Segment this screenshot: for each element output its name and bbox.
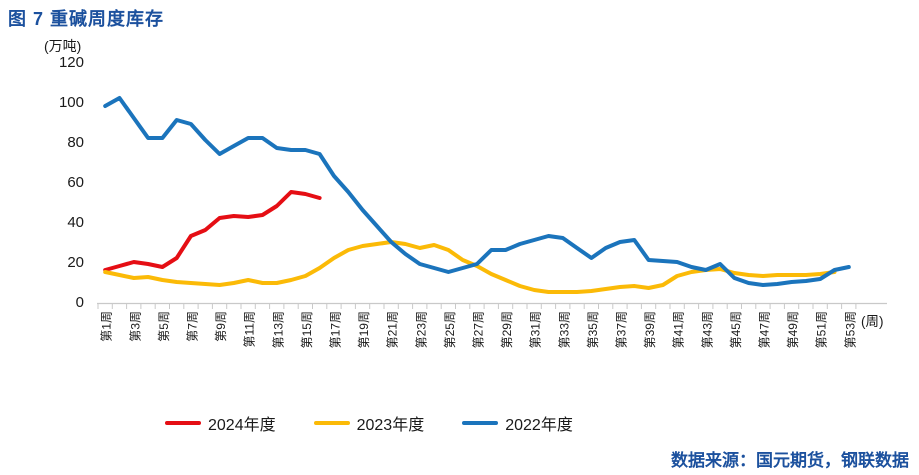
y-axis-tick-label: 0 (76, 294, 84, 311)
x-axis-tick-label: 第31周 (529, 311, 543, 348)
x-axis-tick-label: 第37周 (614, 311, 628, 348)
legend-label-2023: 2023年度 (356, 417, 425, 434)
legend-item-2023: 2023年度 (313, 411, 425, 435)
chart-legend: 2024年度 2023年度 2022年度 (165, 411, 573, 435)
x-axis-tick-label: 第41周 (672, 311, 686, 348)
y-axis-tick-label: 60 (67, 174, 84, 191)
x-axis-tick-label: 第5周 (157, 311, 171, 342)
x-axis-tick-label: 第9周 (214, 311, 228, 342)
x-axis-tick-label: 第43周 (700, 311, 714, 348)
x-axis-tick-label: 第47周 (757, 311, 771, 348)
y-axis-tick-label: 100 (59, 94, 84, 111)
legend-item-2022: 2022年度 (462, 411, 573, 435)
x-axis-tick-label: 第21周 (386, 311, 400, 348)
series-line-2023 (103, 240, 837, 294)
legend-swatch-2024 (165, 421, 201, 425)
x-axis-tick-label: 第27周 (471, 311, 485, 348)
x-axis-tick-label: 第17周 (328, 311, 342, 348)
data-source-note: 数据来源：国元期货，钢联数据 (671, 451, 909, 470)
x-axis-tick-label: 第39周 (643, 311, 657, 348)
x-axis-tick-label: 第7周 (185, 311, 199, 342)
x-axis-tick-label: 第13周 (271, 311, 285, 348)
x-axis-tick-label: 第51周 (815, 311, 829, 348)
x-axis-tick-label: 第11周 (243, 311, 257, 347)
inventory-line-chart: 0 20 40 60 80 100 120 第1周 第3周 第5周 第7周 第9周 第11周 第13周 第1… (59, 54, 887, 348)
legend-label-2024: 2024年度 (208, 417, 276, 434)
y-axis-tick-label: 80 (67, 134, 84, 151)
y-axis-unit-label: (万吨) (44, 38, 82, 54)
x-axis-tick-label: 第25周 (443, 311, 457, 348)
x-axis-tick-label: 第3周 (128, 311, 142, 342)
series-line-2022 (103, 96, 851, 287)
legend-swatch-2023 (313, 421, 350, 425)
x-axis-tick-label: 第23周 (414, 311, 428, 348)
legend-item-2024: 2024年度 (165, 411, 276, 435)
y-axis-tick-label: 40 (67, 214, 84, 231)
y-axis-tick-label: 120 (59, 54, 84, 71)
x-axis-tick-label: 第1周 (100, 311, 114, 342)
x-axis-unit-label: (周) (861, 314, 884, 329)
x-axis-tick-label: 第15周 (300, 311, 314, 348)
x-axis-tick-label: 第29周 (500, 311, 514, 348)
y-axis-tick-label: 20 (67, 254, 84, 271)
legend-label-2022: 2022年度 (505, 417, 573, 434)
chart-title: 图 7 重碱周度库存 (8, 9, 165, 29)
x-axis-tick-label: 第53周 (843, 311, 857, 348)
legend-swatch-2022 (462, 421, 499, 425)
x-axis-tick-label: 第49周 (786, 311, 800, 348)
series-line-2024 (103, 190, 322, 272)
x-axis-tick-label: 第35周 (586, 311, 600, 348)
x-axis-tick-label: 第45周 (729, 311, 743, 348)
x-axis-tick-label: 第33周 (557, 311, 571, 348)
x-axis-tick-label: 第19周 (357, 311, 371, 348)
